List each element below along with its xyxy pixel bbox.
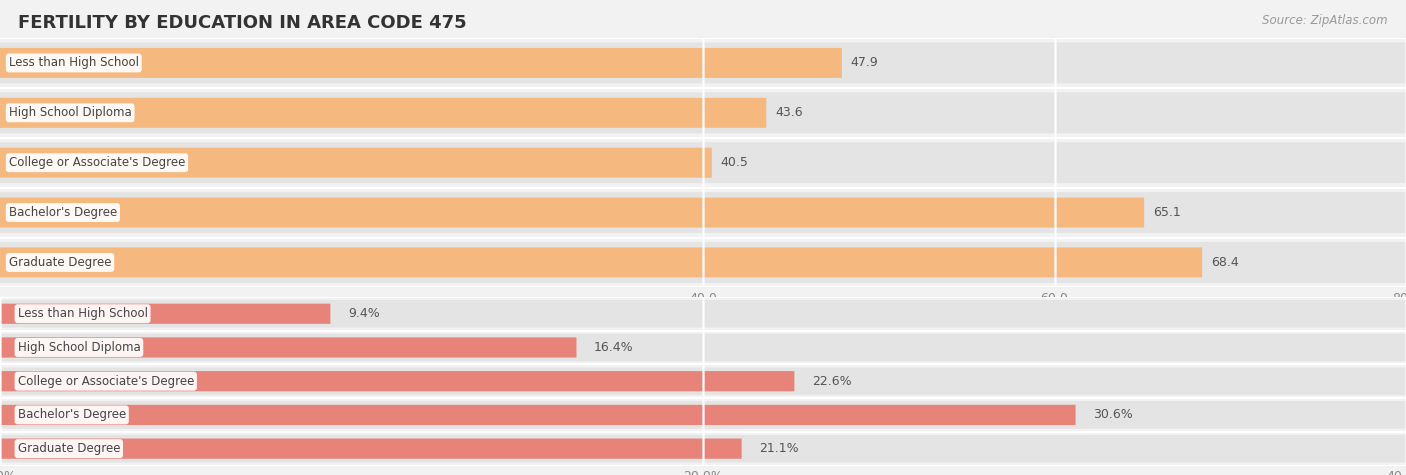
- FancyBboxPatch shape: [0, 367, 1406, 395]
- FancyBboxPatch shape: [0, 142, 1406, 183]
- FancyBboxPatch shape: [0, 192, 1406, 233]
- Text: 22.6%: 22.6%: [813, 375, 852, 388]
- FancyBboxPatch shape: [0, 401, 1406, 429]
- Text: 47.9: 47.9: [851, 57, 879, 69]
- FancyBboxPatch shape: [0, 333, 1406, 361]
- Text: High School Diploma: High School Diploma: [8, 106, 132, 119]
- Text: 43.6: 43.6: [775, 106, 803, 119]
- Text: 16.4%: 16.4%: [593, 341, 634, 354]
- FancyBboxPatch shape: [0, 198, 1144, 228]
- Text: Less than High School: Less than High School: [8, 57, 139, 69]
- Text: Source: ZipAtlas.com: Source: ZipAtlas.com: [1263, 14, 1388, 27]
- FancyBboxPatch shape: [0, 304, 330, 324]
- Text: High School Diploma: High School Diploma: [17, 341, 141, 354]
- FancyBboxPatch shape: [0, 405, 1076, 425]
- FancyBboxPatch shape: [0, 42, 1406, 84]
- Text: Graduate Degree: Graduate Degree: [8, 256, 111, 269]
- Text: 30.6%: 30.6%: [1094, 408, 1133, 421]
- Text: Less than High School: Less than High School: [17, 307, 148, 320]
- FancyBboxPatch shape: [0, 371, 794, 391]
- FancyBboxPatch shape: [0, 337, 576, 358]
- Text: 9.4%: 9.4%: [349, 307, 380, 320]
- FancyBboxPatch shape: [0, 438, 742, 459]
- Text: College or Associate's Degree: College or Associate's Degree: [8, 156, 186, 169]
- Text: 40.5: 40.5: [720, 156, 748, 169]
- FancyBboxPatch shape: [0, 247, 1202, 277]
- Text: 65.1: 65.1: [1153, 206, 1181, 219]
- FancyBboxPatch shape: [0, 435, 1406, 463]
- Text: College or Associate's Degree: College or Associate's Degree: [17, 375, 194, 388]
- Text: Bachelor's Degree: Bachelor's Degree: [8, 206, 117, 219]
- FancyBboxPatch shape: [0, 48, 842, 78]
- Text: 68.4: 68.4: [1211, 256, 1239, 269]
- Text: FERTILITY BY EDUCATION IN AREA CODE 475: FERTILITY BY EDUCATION IN AREA CODE 475: [18, 14, 467, 32]
- FancyBboxPatch shape: [0, 242, 1406, 283]
- Text: Graduate Degree: Graduate Degree: [17, 442, 120, 455]
- FancyBboxPatch shape: [0, 92, 1406, 133]
- Text: 21.1%: 21.1%: [759, 442, 799, 455]
- FancyBboxPatch shape: [0, 98, 766, 128]
- FancyBboxPatch shape: [0, 300, 1406, 328]
- FancyBboxPatch shape: [0, 148, 711, 178]
- Text: Bachelor's Degree: Bachelor's Degree: [17, 408, 125, 421]
